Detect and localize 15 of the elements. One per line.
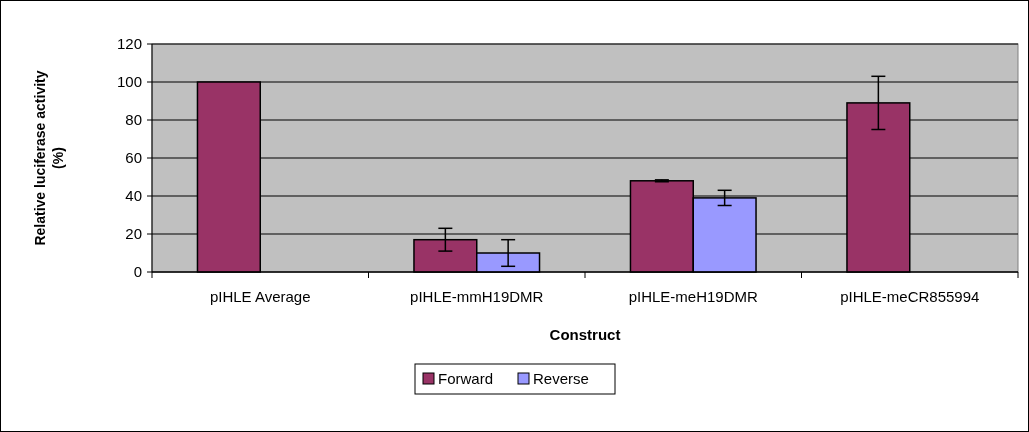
x-tick-label: pIHLE-meCR855994 [840,288,980,305]
x-tick-label: pIHLE-meH19DMR [628,288,759,305]
y-tick-label: 40 [125,187,142,205]
x-axis-title: Construct [549,326,621,343]
y-tick-label: 60 [125,149,142,167]
y-tick-label: 0 [133,263,142,281]
y-tick-label: 120 [116,35,142,53]
y-axis-title: Relative luciferase activity (%) [32,70,67,246]
y-tick-label: 80 [125,111,142,129]
x-tick-label: pIHLE-mmH19DMR [410,288,544,305]
legend-label: Reverse [533,370,589,388]
y-tick-label: 20 [125,225,142,243]
y-tick-label: 100 [116,73,142,91]
legend-label: Forward [438,370,494,388]
x-tick-label: pIHLE Average [209,288,311,305]
